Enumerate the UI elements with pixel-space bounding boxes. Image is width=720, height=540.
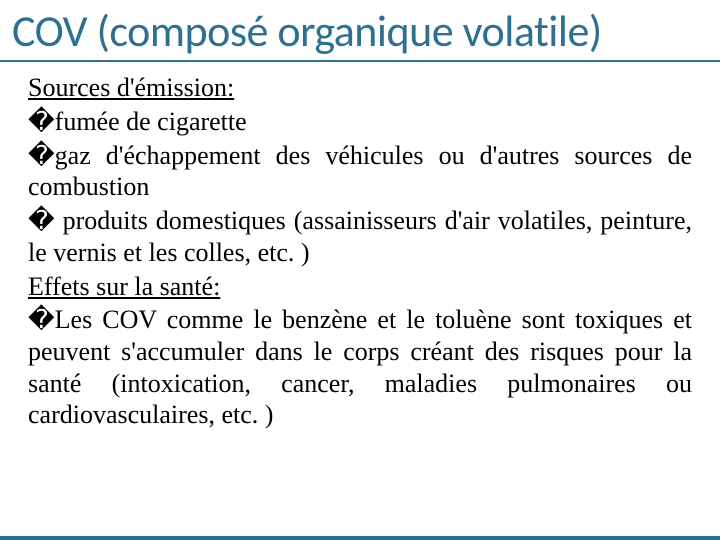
source-item-2: �gaz d'échappement des véhicules ou d'au…	[28, 140, 692, 203]
source-item-1: �fumée de cigarette	[28, 106, 692, 138]
source-item-3: � produits domestiques (assainisseurs d'…	[28, 205, 692, 268]
source-item-3-text: produits domestiques (assainisseurs d'ai…	[28, 206, 692, 267]
title-divider	[0, 60, 720, 62]
source-item-1-text: fumée de cigarette	[55, 107, 247, 136]
slide-title: COV (composé organique volatile)	[0, 0, 720, 54]
body-text: Sources d'émission: �fumée de cigarette …	[0, 72, 720, 431]
bullet-icon: �	[28, 205, 55, 235]
effect-item-1: �Les COV comme le benzène et le toluène …	[28, 304, 692, 431]
bullet-icon: �	[28, 106, 55, 136]
effect-item-1-text: Les COV comme le benzène et le toluène s…	[28, 305, 692, 429]
sources-heading: Sources d'émission:	[28, 72, 692, 104]
bullet-icon: �	[28, 140, 55, 170]
source-item-2-text: gaz d'échappement des véhicules ou d'aut…	[28, 141, 692, 202]
effects-heading: Effets sur la santé:	[28, 271, 692, 303]
slide: COV (composé organique volatile) Sources…	[0, 0, 720, 540]
bottom-border	[0, 536, 720, 540]
bullet-icon: �	[28, 304, 55, 334]
